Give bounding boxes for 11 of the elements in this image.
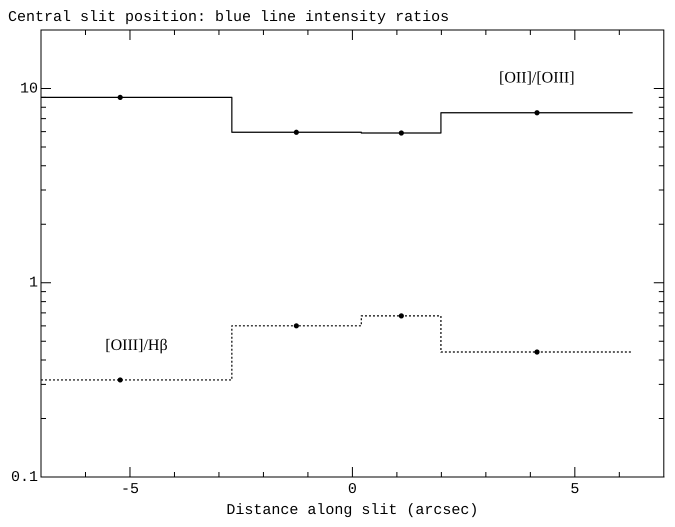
x-tick-label: -5 bbox=[120, 480, 139, 498]
x-tick-label: 5 bbox=[570, 480, 580, 498]
x-axis-title: Distance along slit (arcsec) bbox=[226, 502, 478, 519]
point bbox=[398, 313, 404, 318]
x-tick-label: 0 bbox=[348, 480, 357, 498]
y-tick-label: 0.1 bbox=[10, 468, 38, 486]
chart-title: Central slit position: blue line intensity ratios bbox=[8, 8, 450, 26]
series-label: [OIII]/Hβ bbox=[105, 336, 168, 354]
series-label: [OII]/[OIII] bbox=[499, 70, 575, 87]
y-tick-label: 1 bbox=[28, 274, 38, 292]
y-tick-label: 10 bbox=[20, 80, 38, 98]
